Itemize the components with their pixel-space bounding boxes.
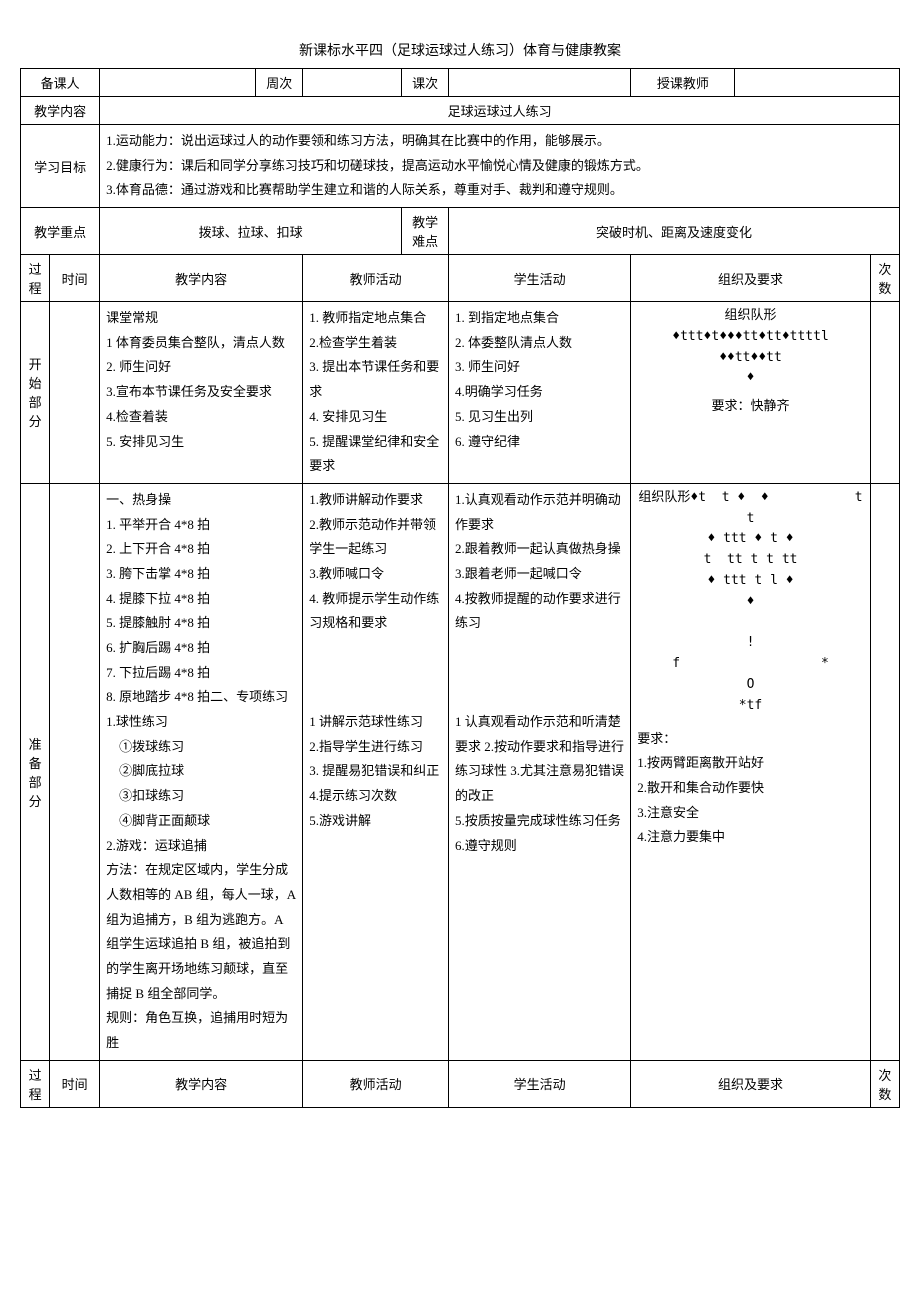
week-label: 周次 [256, 69, 303, 97]
lesson-label: 课次 [402, 69, 449, 97]
col-process: 过程 [21, 255, 50, 302]
lesson-value [449, 69, 631, 97]
objectives-row: 学习目标 1.运动能力：说出运球过人的动作要领和练习方法，明确其在比赛中的作用，… [21, 125, 900, 208]
page-title: 新课标水平四（足球运球过人练习）体育与健康教案 [20, 40, 900, 60]
teaching-content-row: 教学内容 足球运球过人练习 [21, 97, 900, 125]
diff-label: 教学难点 [402, 208, 449, 255]
instructor-value [735, 69, 900, 97]
key-label: 教学重点 [21, 208, 100, 255]
instructor-label: 授课教师 [631, 69, 735, 97]
prep-org-diagram: 组织队形♦t t ♦ ♦ t t ♦ ttt ♦ t ♦ t tt t t tt… [637, 488, 864, 717]
header-row: 备课人 周次 课次 授课教师 [21, 69, 900, 97]
col-student: 学生活动 [449, 255, 631, 302]
start-count [870, 302, 899, 484]
col2-org: 组织及要求 [631, 1060, 871, 1107]
col2-content: 教学内容 [100, 1060, 303, 1107]
prep-time [50, 483, 100, 1060]
start-org-diagram: 组织队形 ♦ttt♦t♦♦♦tt♦tt♦ttttl ♦♦tt♦♦tt ♦ [637, 306, 864, 389]
start-teacher: 1. 教师指定地点集合 2.检查学生着装 3. 提出本节课任务和要求 4. 安排… [303, 302, 449, 484]
prep-name: 准备部分 [21, 483, 50, 1060]
preparer-value [100, 69, 256, 97]
col2-teacher: 教师活动 [303, 1060, 449, 1107]
prep-count [870, 483, 899, 1060]
prep-org: 组织队形♦t t ♦ ♦ t t ♦ ttt ♦ t ♦ t tt t t tt… [631, 483, 871, 1060]
prep-org-req: 要求： 1.按两臂距离散开站好 2.散开和集合动作要快 3.注意安全 4.注意力… [637, 727, 864, 850]
lesson-plan-table: 备课人 周次 课次 授课教师 教学内容 足球运球过人练习 学习目标 1.运动能力… [20, 68, 900, 1108]
col-teacher: 教师活动 [303, 255, 449, 302]
section-start-row: 开始部分 课堂常规 1 体育委员集合整队，清点人数 2. 师生问好 3.宣布本节… [21, 302, 900, 484]
objectives-value: 1.运动能力：说出运球过人的动作要领和练习方法，明确其在比赛中的作用，能够展示。… [100, 125, 900, 208]
start-student: 1. 到指定地点集合 2. 体委整队清点人数 3. 师生问好 4.明确学习任务 … [449, 302, 631, 484]
prep-teacher: 1.教师讲解动作要求 2.教师示范动作并带领学生一起练习 3.教师喊口令 4. … [303, 483, 449, 1060]
start-time [50, 302, 100, 484]
section-prep-row: 准备部分 一、热身操 1. 平举开合 4*8 拍 2. 上下开合 4*8 拍 3… [21, 483, 900, 1060]
start-content: 课堂常规 1 体育委员集合整队，清点人数 2. 师生问好 3.宣布本节课任务及安… [100, 302, 303, 484]
columns-header-row-2: 过程 时间 教学内容 教师活动 学生活动 组织及要求 次数 [21, 1060, 900, 1107]
diff-value: 突破时机、距离及速度变化 [449, 208, 900, 255]
key-diff-row: 教学重点 拨球、拉球、扣球 教学难点 突破时机、距离及速度变化 [21, 208, 900, 255]
start-name: 开始部分 [21, 302, 50, 484]
col-time: 时间 [50, 255, 100, 302]
preparer-label: 备课人 [21, 69, 100, 97]
col-org: 组织及要求 [631, 255, 871, 302]
objectives-label: 学习目标 [21, 125, 100, 208]
start-org-req: 要求：快静齐 [637, 395, 864, 414]
col-content: 教学内容 [100, 255, 303, 302]
key-value: 拨球、拉球、扣球 [100, 208, 402, 255]
col2-count: 次数 [870, 1060, 899, 1107]
col2-time: 时间 [50, 1060, 100, 1107]
prep-content: 一、热身操 1. 平举开合 4*8 拍 2. 上下开合 4*8 拍 3. 胯下击… [100, 483, 303, 1060]
col-count: 次数 [870, 255, 899, 302]
teaching-content-label: 教学内容 [21, 97, 100, 125]
columns-header-row: 过程 时间 教学内容 教师活动 学生活动 组织及要求 次数 [21, 255, 900, 302]
teaching-content-value: 足球运球过人练习 [100, 97, 900, 125]
col2-student: 学生活动 [449, 1060, 631, 1107]
prep-student: 1.认真观看动作示范并明确动作要求 2.跟着教师一起认真做热身操 3.跟着老师一… [449, 483, 631, 1060]
col2-process: 过程 [21, 1060, 50, 1107]
week-value [303, 69, 402, 97]
start-org: 组织队形 ♦ttt♦t♦♦♦tt♦tt♦ttttl ♦♦tt♦♦tt ♦ 要求：… [631, 302, 871, 484]
